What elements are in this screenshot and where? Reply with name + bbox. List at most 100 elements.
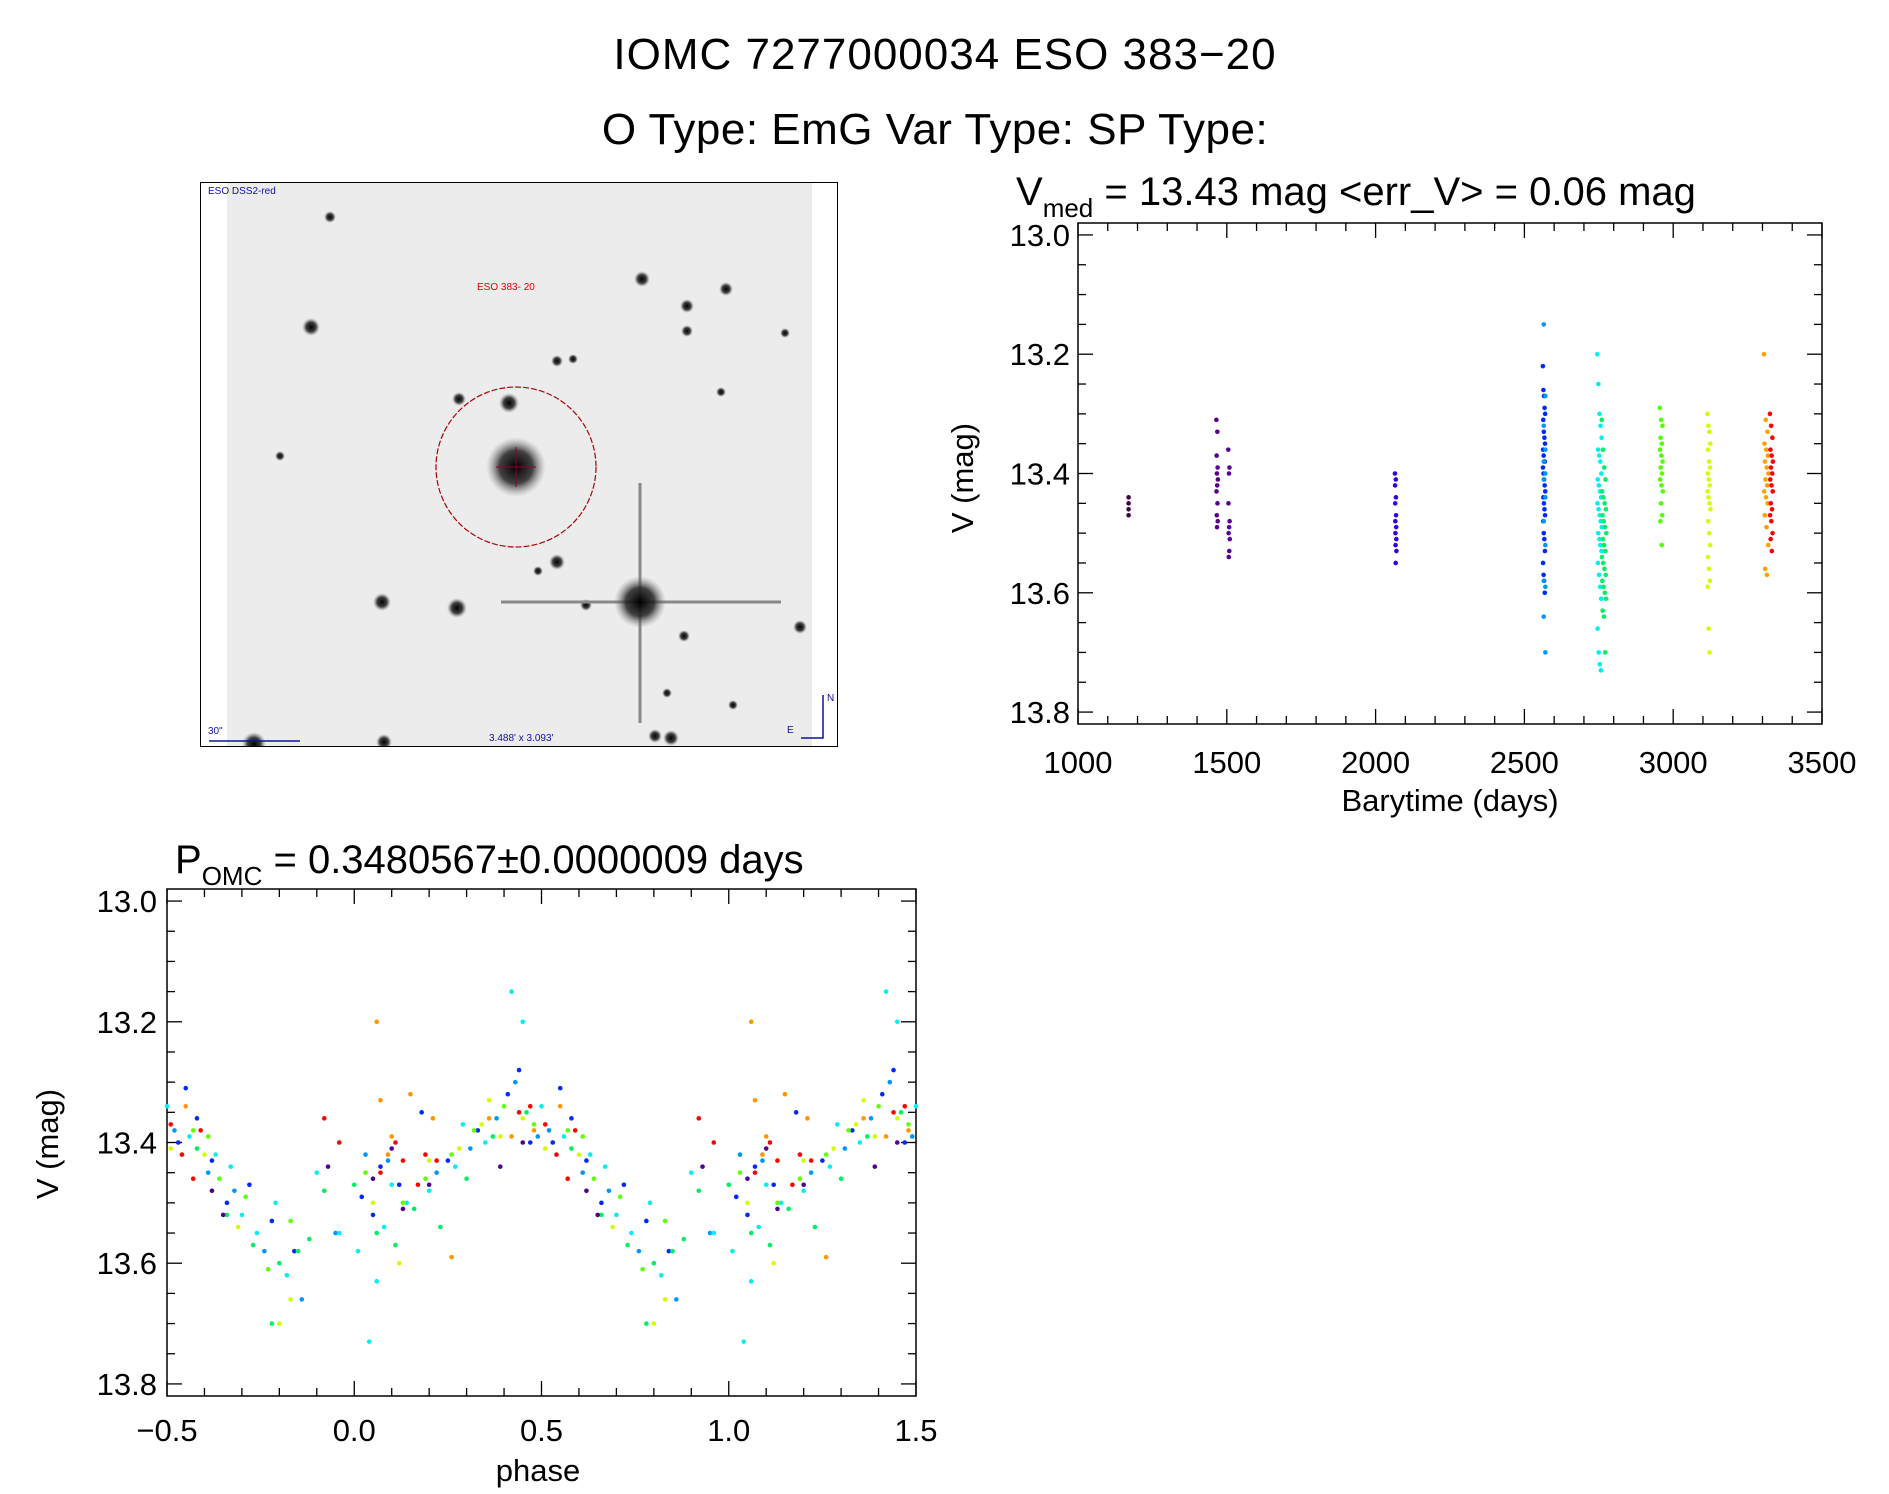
star (681, 325, 693, 337)
chart1-data-point (1707, 578, 1713, 584)
chart2-data-point (374, 1230, 380, 1236)
chart2-data-point (902, 1103, 908, 1109)
chart2-data-point (625, 1242, 630, 1248)
chart1-data-point (1600, 512, 1605, 518)
star (499, 393, 519, 413)
chart2-data-point (325, 1164, 331, 1169)
chart1-data-point (1659, 483, 1664, 488)
chart2-data-point (763, 1182, 769, 1188)
chart1-data-point (1596, 483, 1602, 488)
chart2-data-point (591, 1176, 597, 1182)
chart2-data-point (179, 1152, 185, 1157)
chart2-data-point (850, 1128, 855, 1133)
chart2-data-point (879, 1091, 885, 1097)
star (242, 732, 266, 746)
chart1-data-point (1214, 483, 1220, 488)
chart2-data-point (898, 1110, 904, 1115)
chart1-data-point (1603, 506, 1609, 512)
chart1-data-point (1764, 524, 1769, 530)
chart2-data-point (666, 1248, 672, 1254)
chart1-data-point (1603, 596, 1609, 602)
chart2-data-point (696, 1116, 702, 1121)
chart1-data-point (1599, 435, 1604, 441)
chart1-data-point (1596, 572, 1602, 578)
chart1-data-point (1542, 411, 1548, 417)
chart1-data-point (1659, 441, 1665, 446)
chart1-x-tick-label: 1000 (1044, 745, 1113, 780)
chart2-data-point (711, 1140, 717, 1145)
chart1-data-point (1770, 530, 1775, 536)
chart2-data-point (411, 1206, 417, 1212)
chart1-data-point (1706, 459, 1712, 464)
chart2-data-point (659, 1272, 664, 1278)
chart2-data-point (662, 1218, 668, 1224)
chart1-data-point (1657, 447, 1663, 452)
chart2-data-point (494, 1116, 499, 1121)
chart2-data-point (512, 1079, 518, 1085)
star (551, 355, 563, 367)
chart2-data-point (453, 1164, 458, 1169)
chart2-data-point (909, 1134, 915, 1139)
chart1-data-point (1393, 518, 1398, 524)
chart1-data-point (1595, 351, 1600, 357)
star (568, 354, 578, 364)
chart1-title-main: V (1016, 170, 1043, 214)
star (533, 566, 543, 576)
chart1-data-point (1762, 512, 1768, 518)
chart2-data-point (385, 1158, 391, 1163)
chart2-data-point (187, 1134, 192, 1139)
chart2-data-point (299, 1297, 305, 1302)
chart1-title: Vmed = 13.43 mag <err_V> = 0.06 mag (1016, 170, 1696, 224)
bright-star (614, 576, 666, 628)
chart2-data-point (490, 1134, 496, 1139)
chart1-data-point (1761, 351, 1767, 357)
chart2-data-point (202, 1152, 207, 1157)
chart1-data-point (1602, 650, 1608, 655)
chart2-data-point (606, 1188, 612, 1194)
chart1-data-point (1705, 554, 1711, 560)
chart2-data-point (584, 1158, 589, 1163)
chart1-data-point (1658, 501, 1664, 506)
chart2-data-point (374, 1279, 380, 1284)
chart1-data-point (1226, 524, 1232, 530)
chart2-data-point (827, 1164, 833, 1169)
chart2-data-point (396, 1182, 402, 1188)
chart2-data-point (190, 1128, 196, 1133)
chart1-x-tick-label: 3500 (1788, 745, 1857, 780)
scale-bar-label: 30" (208, 726, 223, 737)
chart2-y-tick-label: 13.4 (97, 1126, 157, 1161)
chart1-data-point (1706, 477, 1712, 482)
chart2-data-point (426, 1158, 432, 1163)
chart1-points (1126, 322, 1776, 673)
chart2-data-point (748, 1019, 754, 1025)
chart2-data-point (651, 1260, 657, 1266)
chart2-data-point (808, 1170, 814, 1175)
chart2-data-point (820, 1158, 825, 1163)
chart1-data-point (1601, 614, 1607, 619)
chart1-data-point (1596, 453, 1602, 458)
chart1-y-tick-label: 13.8 (1010, 695, 1070, 730)
chart1-data-point (1214, 417, 1219, 423)
chart1-data-point (1214, 512, 1220, 518)
chart2-data-point (557, 1103, 563, 1109)
star (275, 451, 285, 461)
chart2-data-point (527, 1140, 533, 1145)
chart1-data-point (1598, 423, 1603, 429)
chart1-data-point (1214, 453, 1219, 458)
chart2-data-point (696, 1188, 702, 1194)
chart1-axes-frame (1077, 222, 1823, 725)
chart1-data-point (1705, 584, 1710, 590)
chart2-data-point (894, 1019, 900, 1025)
chart2-data-point (823, 1152, 829, 1157)
chart1-data-point (1766, 471, 1771, 476)
chart2-data-point (408, 1091, 413, 1097)
chart2-data-point (164, 1103, 170, 1109)
chart2-data-point (838, 1176, 844, 1182)
chart1-data-point (1541, 477, 1547, 482)
chart1-data-point (1227, 518, 1232, 524)
chart1-data-point (1601, 495, 1606, 500)
chart1-data-point (1214, 489, 1219, 494)
chart2-data-point (235, 1224, 241, 1230)
chart2-data-point (426, 1182, 432, 1188)
chart2-x-tick-label: 0.5 (520, 1413, 563, 1448)
